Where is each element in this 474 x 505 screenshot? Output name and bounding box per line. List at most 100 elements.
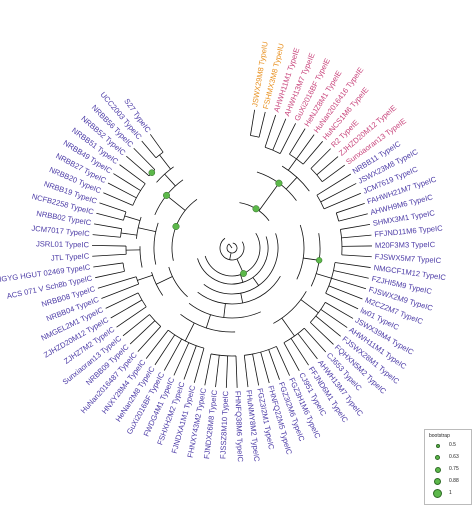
- branch-line: [137, 274, 153, 281]
- branch-arc: [120, 228, 123, 238]
- legend-item: 0.88: [429, 476, 469, 488]
- branch-line: [107, 182, 137, 199]
- branch-line: [93, 262, 124, 268]
- branch-line: [258, 111, 266, 138]
- branch-line: [279, 123, 297, 154]
- legend-label: 0.75: [449, 466, 459, 472]
- branch-line: [320, 183, 357, 203]
- legend-dot: [436, 444, 440, 448]
- branch-line: [240, 293, 244, 304]
- branch-line: [304, 327, 327, 353]
- branch-arc: [132, 183, 146, 206]
- legend-title: bootstrap: [429, 433, 450, 439]
- branch-line: [252, 353, 260, 386]
- branch-line: [340, 223, 371, 230]
- branch-line: [341, 234, 372, 239]
- branch-arc: [264, 146, 281, 154]
- branch-line: [120, 232, 137, 236]
- branch-line: [137, 326, 162, 352]
- branch-arc: [171, 198, 198, 261]
- branch-arc: [226, 242, 238, 254]
- branch-line: [124, 215, 141, 221]
- branch-line: [92, 245, 127, 247]
- branch-line: [289, 128, 306, 155]
- branch-line: [334, 262, 371, 268]
- branch-arc: [180, 314, 236, 333]
- branch-line: [252, 277, 259, 286]
- branch-line: [300, 299, 319, 314]
- branch-line: [250, 109, 256, 136]
- branch-line: [163, 338, 183, 371]
- support-nodes: [148, 169, 323, 277]
- legend-item: 1: [429, 488, 469, 500]
- branch-line: [164, 173, 176, 187]
- tree-branches: [92, 109, 372, 388]
- support-circle: [315, 257, 323, 264]
- support-circle: [162, 191, 171, 199]
- branch-line: [328, 285, 363, 300]
- branch-line: [173, 342, 190, 376]
- branch-arc: [335, 212, 340, 222]
- support-circle: [275, 179, 283, 187]
- branch-line: [103, 192, 133, 206]
- support-circle: [148, 169, 156, 176]
- branch-line: [92, 253, 127, 257]
- branch-arc: [153, 222, 159, 265]
- legend-label: 0.5: [449, 442, 456, 448]
- branch-arc: [340, 229, 343, 255]
- branch-line: [119, 164, 146, 184]
- branch-line: [287, 158, 297, 171]
- branch-arc: [203, 233, 279, 295]
- branch-line: [258, 182, 280, 211]
- branch-line: [138, 227, 156, 232]
- branch-arc: [325, 262, 336, 294]
- branch-line: [110, 299, 143, 319]
- branch-line: [156, 276, 173, 285]
- branch-arc: [136, 216, 142, 239]
- branch-line: [320, 309, 348, 328]
- leaf-label: JSRL01 TypeIC: [36, 239, 90, 249]
- branch-arc: [273, 291, 307, 324]
- bootstrap-legend: bootstrap 0.5 0.63 0.75 0.88 1: [424, 429, 472, 505]
- branch-line: [281, 317, 295, 337]
- branch-arc: [204, 232, 261, 277]
- branch-line: [113, 173, 141, 191]
- branch-arc: [244, 346, 277, 356]
- branch-line: [283, 342, 300, 371]
- branch-line: [97, 276, 137, 289]
- branch-line: [223, 303, 226, 318]
- branch-line: [296, 134, 315, 160]
- leaf-label: FJSSZ8M10 TypeIC: [218, 390, 230, 459]
- branch-line: [260, 352, 270, 384]
- branch-line: [215, 355, 220, 388]
- legend-label: 1: [449, 490, 452, 496]
- leaf-label: JTL TypeIC: [51, 251, 90, 262]
- branch-line: [333, 270, 369, 279]
- branch-line: [92, 234, 121, 238]
- branch-line: [141, 140, 157, 159]
- branch-line: [133, 147, 156, 170]
- branch-line: [129, 320, 156, 345]
- branch-line: [225, 355, 229, 388]
- branch-line: [315, 315, 341, 337]
- branch-arc: [310, 302, 326, 323]
- branch-line: [228, 243, 233, 249]
- leaf-label: M20F3M3 TypeIC: [375, 240, 436, 250]
- branch-line: [325, 302, 354, 319]
- branch-arc: [219, 237, 245, 261]
- branch-arc: [139, 246, 143, 268]
- branch-line: [105, 292, 139, 309]
- leaf-label: JCM7017 TypeIC: [31, 224, 91, 239]
- branch-line: [205, 314, 211, 329]
- branch-arc: [168, 266, 188, 298]
- branch-line: [145, 329, 169, 359]
- branch-arc: [250, 135, 260, 138]
- branch-line: [193, 348, 205, 383]
- legend-dot: [434, 478, 441, 485]
- support-circle: [240, 270, 247, 277]
- branch-line: [204, 353, 212, 386]
- legend-dot: [433, 489, 442, 498]
- branch-arc: [316, 194, 325, 210]
